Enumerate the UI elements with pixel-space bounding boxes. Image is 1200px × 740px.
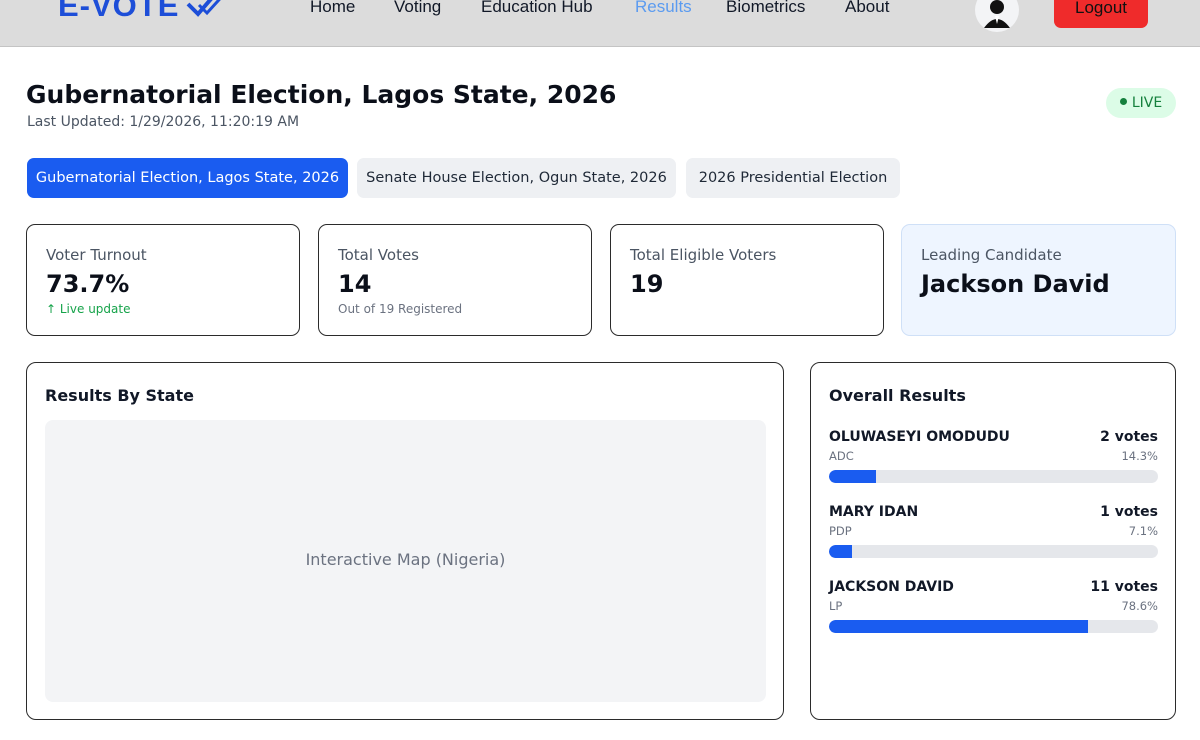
candidate-percent: 78.6% [1121,599,1158,613]
candidate-votes: 11 votes [1090,579,1158,595]
live-dot-icon [1119,98,1127,105]
nav-about[interactable]: About [845,0,890,16]
total-votes-value: 14 [338,270,372,298]
checkmark-logo-icon [186,0,221,17]
candidate-name: JACKSON DAVID [829,579,954,595]
results-by-state-panel: Results By State Interactive Map (Nigeri… [26,362,784,720]
total-votes-card: Total Votes 14 Out of 19 Registered [318,224,592,336]
candidate-percent: 14.3% [1121,449,1158,463]
card-label: Total Votes [338,246,419,264]
turnout-value: 73.7% [46,270,130,298]
candidate-party: ADC [829,449,854,463]
card-label: Total Eligible Voters [630,246,777,264]
card-label: Leading Candidate [921,246,1062,264]
map-placeholder-text: Interactive Map (Nigeria) [305,550,506,569]
nav-biometrics[interactable]: Biometrics [726,0,806,16]
candidate-result-row: MARY IDAN 1 votes PDP 7.1% [829,504,1158,564]
vote-share-bar [829,470,1158,483]
page-title: Gubernatorial Election, Lagos State, 202… [26,80,617,109]
eligible-voters-card: Total Eligible Voters 19 [610,224,884,336]
nav-education-hub[interactable]: Education Hub [481,0,593,16]
candidate-percent: 7.1% [1128,524,1158,538]
nav-voting[interactable]: Voting [394,0,442,16]
nav-results[interactable]: Results [635,0,692,16]
vote-share-fill [829,470,877,483]
candidate-party: PDP [829,524,852,538]
last-updated-timestamp: Last Updated: 1/29/2026, 11:20:19 AM [27,114,300,130]
candidate-party: LP [829,599,843,613]
vote-share-bar [829,545,1158,558]
candidate-result-row: JACKSON DAVID 11 votes LP 78.6% [829,579,1158,639]
user-avatar-icon [984,0,1010,28]
live-status-badge: LIVE [1106,88,1176,118]
candidate-result-row: OLUWASEYI OMODUDU 2 votes ADC 14.3% [829,429,1158,489]
candidate-votes: 1 votes [1100,504,1158,520]
logout-button[interactable]: Logout [1054,0,1148,28]
leading-candidate-card: Leading Candidate Jackson David [901,224,1176,336]
vote-share-bar [829,620,1158,633]
leading-candidate-name: Jackson David [921,270,1110,298]
tab-gubernatorial-lagos[interactable]: Gubernatorial Election, Lagos State, 202… [27,158,348,198]
candidate-name: MARY IDAN [829,504,919,520]
vote-share-fill [829,545,853,558]
tab-presidential[interactable]: 2026 Presidential Election [686,158,900,198]
live-update-note: ↑ Live update [46,302,131,316]
candidate-name: OLUWASEYI OMODUDU [829,429,1010,445]
voter-turnout-card: Voter Turnout 73.7% ↑ Live update [26,224,300,336]
panel-title: Results By State [45,386,194,405]
tab-senate-ogun[interactable]: Senate House Election, Ogun State, 2026 [357,158,676,198]
panel-title: Overall Results [829,386,966,405]
candidate-votes: 2 votes [1100,429,1158,445]
registered-note: Out of 19 Registered [338,302,463,316]
nav-home[interactable]: Home [310,0,356,16]
eligible-voters-value: 19 [630,270,664,298]
overall-results-panel: Overall Results OLUWASEYI OMODUDU 2 vote… [810,362,1176,720]
top-navbar: E-VOTE Home Voting Education Hub Results… [0,0,1200,47]
vote-share-fill [829,620,1088,633]
live-label: LIVE [1131,95,1163,111]
avatar[interactable] [975,0,1019,32]
card-label: Voter Turnout [46,246,147,264]
interactive-map[interactable]: Interactive Map (Nigeria) [45,420,766,702]
logo-text[interactable]: E-VOTE [58,0,180,23]
